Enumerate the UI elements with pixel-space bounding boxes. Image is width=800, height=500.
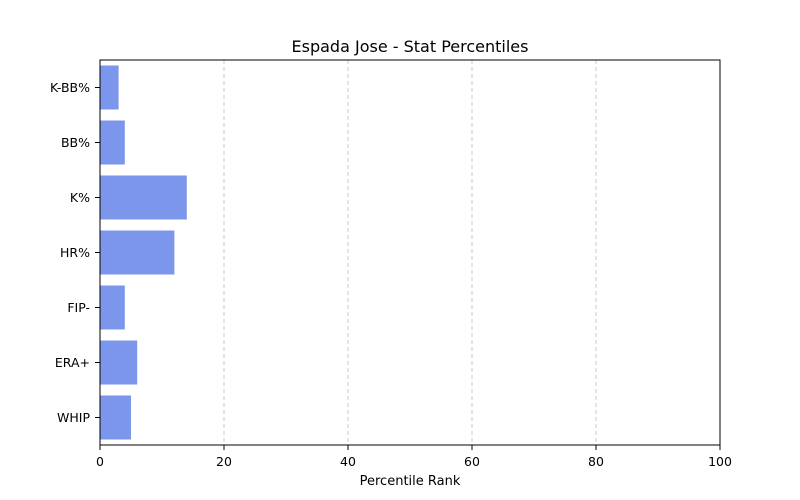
x-axis-label: Percentile Rank <box>360 474 461 489</box>
bar-fip <box>100 285 125 330</box>
y-axis-ticks: WHIP ERA+ FIP- HR% K% BB% K-BB% <box>50 80 100 425</box>
x-tick-label: 40 <box>340 454 356 469</box>
x-tick-label: 80 <box>588 454 604 469</box>
grid-lines <box>223 60 597 445</box>
x-tick-label: 100 <box>708 454 732 469</box>
bar-k-bb <box>100 65 119 110</box>
bar-era <box>100 340 138 385</box>
y-tick-label: K% <box>70 190 90 205</box>
x-tick-label: 60 <box>464 454 480 469</box>
y-tick-label: WHIP <box>57 410 90 425</box>
bar-whip <box>100 395 131 440</box>
x-tick-label: 0 <box>96 454 104 469</box>
bar-hr <box>100 230 175 275</box>
bars <box>100 65 187 440</box>
plot-frame <box>99 59 721 446</box>
y-tick-label: BB% <box>61 135 90 150</box>
y-tick-label: ERA+ <box>55 355 90 370</box>
bar-bb <box>100 120 125 165</box>
y-tick-label: FIP- <box>67 300 90 315</box>
y-tick-label: HR% <box>60 245 90 260</box>
y-tick-label: K-BB% <box>50 80 90 95</box>
x-axis-ticks: 0 20 40 60 80 100 <box>96 445 732 469</box>
bar-k <box>100 175 187 220</box>
chart-title: Espada Jose - Stat Percentiles <box>292 37 529 56</box>
x-tick-label: 20 <box>216 454 232 469</box>
